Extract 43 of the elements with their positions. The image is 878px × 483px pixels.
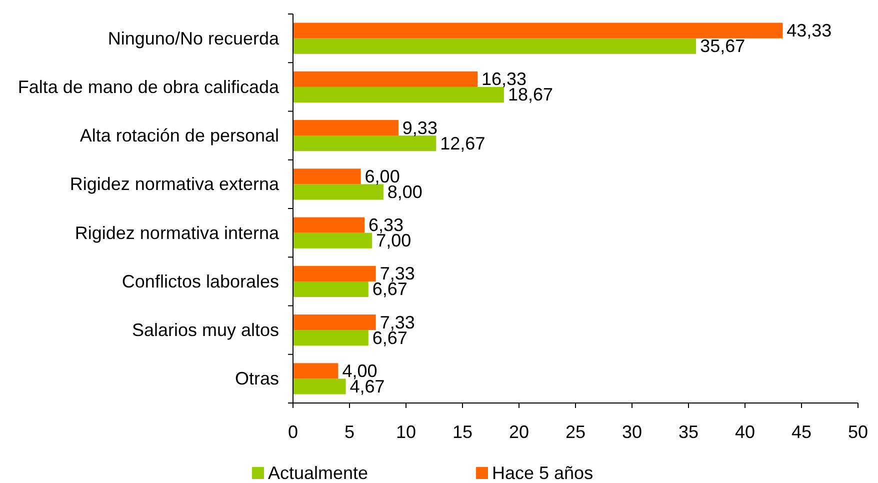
y-tick-label: Falta de mano de obra calificada bbox=[18, 76, 280, 97]
x-tick-label: 45 bbox=[791, 422, 812, 442]
bar bbox=[293, 86, 504, 102]
bar bbox=[293, 266, 376, 282]
bar bbox=[293, 168, 361, 184]
legend-label: Hace 5 años bbox=[492, 463, 594, 483]
bar bbox=[293, 330, 368, 346]
x-tick-label: 50 bbox=[848, 422, 868, 442]
y-tick-label: Ninguno/No recuerda bbox=[108, 28, 280, 48]
y-tick-label: Salarios muy altos bbox=[132, 320, 279, 340]
data-label: 35,67 bbox=[700, 36, 746, 56]
y-tick-label: Conflictos laborales bbox=[122, 271, 279, 292]
data-label: 18,67 bbox=[508, 84, 554, 105]
y-tick-label: Rigidez normativa interna bbox=[74, 222, 280, 243]
bar bbox=[293, 120, 398, 136]
bar bbox=[293, 38, 696, 54]
data-label: 7,33 bbox=[380, 312, 415, 332]
bar bbox=[293, 314, 376, 330]
y-tick-label: Rigidez normativa externa bbox=[70, 174, 280, 194]
x-tick-label: 5 bbox=[344, 422, 355, 442]
data-label: 12,67 bbox=[440, 133, 486, 154]
bar bbox=[293, 184, 384, 200]
legend-label: Actualmente bbox=[268, 463, 368, 483]
y-tick-label: Otras bbox=[234, 368, 279, 389]
x-tick-label: 35 bbox=[678, 422, 699, 442]
y-tick-label: Alta rotación de personal bbox=[80, 126, 279, 146]
data-label: 43,33 bbox=[786, 20, 832, 41]
data-label: 9,33 bbox=[402, 118, 438, 138]
bar bbox=[293, 217, 365, 233]
x-tick-label: 40 bbox=[734, 422, 756, 442]
x-tick-label: 30 bbox=[622, 422, 642, 442]
bar bbox=[293, 281, 368, 297]
bar bbox=[293, 363, 338, 379]
x-tick-label: 15 bbox=[452, 422, 473, 442]
bar bbox=[293, 232, 372, 248]
bar bbox=[293, 71, 478, 87]
bar bbox=[293, 22, 783, 38]
x-tick-label: 0 bbox=[288, 422, 298, 442]
x-tick-label: 25 bbox=[565, 422, 586, 442]
x-tick-label: 20 bbox=[508, 422, 530, 442]
x-tick-label: 10 bbox=[396, 422, 416, 442]
bar bbox=[293, 136, 436, 152]
bar bbox=[293, 378, 346, 394]
